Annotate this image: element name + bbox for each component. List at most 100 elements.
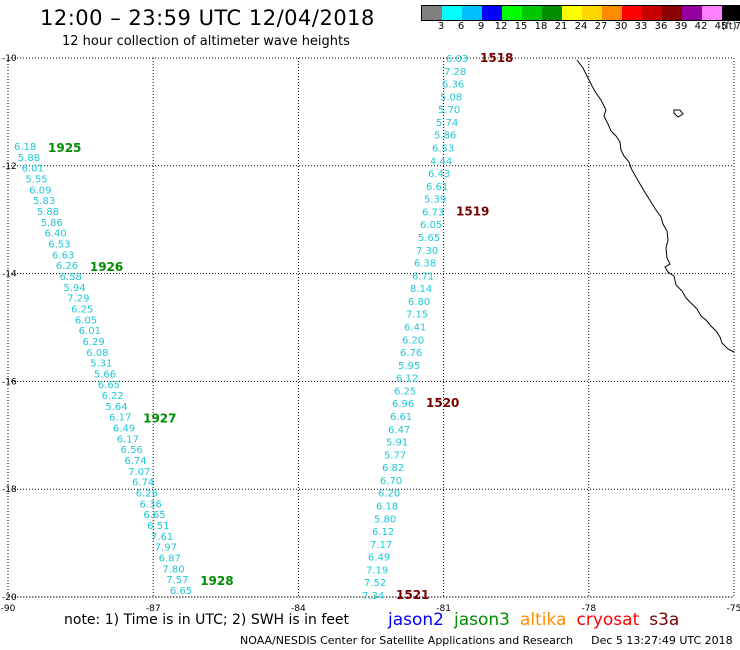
time-label: 1925 bbox=[48, 141, 81, 155]
swh-value: 6.38 bbox=[414, 259, 436, 270]
legend-swatch bbox=[522, 6, 542, 20]
swh-value: 6.18 bbox=[376, 502, 398, 513]
legend-swatch bbox=[622, 6, 642, 20]
swh-value: 4.44 bbox=[430, 156, 452, 167]
swh-value: 5.65 bbox=[418, 233, 440, 244]
legend-label: 45 bbox=[714, 21, 728, 32]
legend-swatch bbox=[502, 6, 522, 20]
lon-tick-label: -90 bbox=[1, 604, 16, 614]
swh-value: 7.80 bbox=[162, 564, 184, 575]
lon-tick-label: -81 bbox=[436, 604, 451, 614]
swh-value: 6.71 bbox=[412, 271, 434, 282]
swh-value: 6.29 bbox=[82, 337, 104, 348]
swh-value: 6.12 bbox=[396, 374, 418, 385]
swh-value: 6.22 bbox=[102, 391, 124, 402]
satellite-name: cryosat bbox=[576, 610, 640, 630]
legend-swatch bbox=[582, 6, 602, 20]
satellite-name: altika bbox=[520, 610, 567, 630]
swh-value: 5.64 bbox=[105, 402, 127, 413]
island bbox=[673, 109, 684, 118]
legend-label: 33 bbox=[634, 21, 648, 32]
swh-value: 6.05 bbox=[420, 220, 442, 231]
swh-value: 7.19 bbox=[366, 565, 388, 576]
swh-value: 7.07 bbox=[128, 467, 150, 478]
swh-value: 6.53 bbox=[48, 239, 70, 250]
swh-value: 6.05 bbox=[75, 315, 97, 326]
swh-value: 5.77 bbox=[384, 450, 406, 461]
swh-value: 6.65 bbox=[98, 380, 120, 391]
legend-label: 30 bbox=[614, 21, 628, 32]
legend-label: 9 bbox=[477, 21, 485, 32]
footer-note: note: 1) Time is in UTC; 2) SWH is in fe… bbox=[64, 612, 350, 628]
swh-value: 6.49 bbox=[368, 553, 390, 564]
swh-value: 6.73 bbox=[422, 207, 444, 218]
color-scale-labels: 36912151821242730333639424570(ft) bbox=[421, 21, 740, 33]
swh-value: 6.80 bbox=[408, 297, 430, 308]
swh-value: 5.55 bbox=[25, 174, 47, 185]
time-label: 1521 bbox=[396, 588, 429, 602]
swh-value: 6.65 bbox=[170, 586, 192, 597]
legend-label: 3 bbox=[437, 21, 445, 32]
swh-value: 6.12 bbox=[372, 527, 394, 538]
swh-value: 6.96 bbox=[392, 399, 414, 410]
legend-label: 21 bbox=[554, 21, 568, 32]
swh-value: 6.01 bbox=[22, 164, 44, 175]
time-label: 1926 bbox=[90, 260, 123, 274]
swh-value: 6.61 bbox=[390, 412, 412, 423]
satellite-name: jason3 bbox=[454, 610, 510, 630]
swh-value: 6.56 bbox=[121, 445, 143, 456]
legend-label: 39 bbox=[674, 21, 688, 32]
swh-value: 6.61 bbox=[426, 182, 448, 193]
swh-value: 7.52 bbox=[364, 578, 386, 589]
swh-value: 7.15 bbox=[406, 310, 428, 321]
swh-value: 6.70 bbox=[380, 476, 402, 487]
credit-text: NOAA/NESDIS Center for Satellite Applica… bbox=[240, 634, 574, 647]
legend-swatch bbox=[642, 6, 662, 20]
swh-value: 6.09 bbox=[29, 185, 51, 196]
swh-value: 6.49 bbox=[113, 424, 135, 435]
swh-value: 6.26 bbox=[56, 261, 78, 272]
legend-swatch bbox=[462, 6, 482, 20]
legend-swatch bbox=[602, 6, 622, 20]
swh-value: 6.17 bbox=[117, 434, 139, 445]
legend-swatch bbox=[682, 6, 702, 20]
page-title: 12:00 – 23:59 UTC 12/04/2018 bbox=[40, 6, 375, 30]
swh-value: 6.43 bbox=[428, 169, 450, 180]
swh-value: 7.97 bbox=[155, 543, 177, 554]
axis-ticks: -90 -87 -84 -81 -78 -75 -10 -12 -14 -16 -18 -20 bbox=[1, 54, 740, 614]
color-scale-legend bbox=[421, 5, 740, 21]
lon-tick-label: -87 bbox=[146, 604, 161, 614]
swh-value: 5.80 bbox=[374, 514, 396, 525]
swh-value: 7.61 bbox=[151, 532, 173, 543]
swh-value: 6.26 bbox=[136, 489, 158, 500]
swh-value: 5.88 bbox=[37, 207, 59, 218]
swh-value: 6.36 bbox=[140, 499, 162, 510]
swh-value: 6.20 bbox=[378, 489, 400, 500]
lon-tick-label: -75 bbox=[727, 604, 740, 614]
satellite-name: jason2 bbox=[388, 610, 444, 630]
swh-value: 6.18 bbox=[14, 142, 36, 153]
legend-swatch bbox=[422, 6, 442, 20]
swh-value: 6.41 bbox=[404, 323, 426, 334]
time-label: 1927 bbox=[143, 412, 176, 426]
page-subtitle: 12 hour collection of altimeter wave hei… bbox=[62, 34, 350, 49]
legend-swatch bbox=[662, 6, 682, 20]
satellite-key: jason2 jason3 altika cryosat s3a bbox=[388, 610, 689, 630]
lon-tick-label: -84 bbox=[291, 604, 306, 614]
legend-label: 36 bbox=[654, 21, 668, 32]
swh-value: 6.65 bbox=[143, 510, 165, 521]
swh-value: 5.08 bbox=[440, 92, 462, 103]
coastline bbox=[576, 59, 735, 353]
legend-label: 42 bbox=[694, 21, 708, 32]
swh-value: 5.70 bbox=[438, 105, 460, 116]
swh-value: 6.82 bbox=[382, 463, 404, 474]
swh-value: 6.53 bbox=[432, 144, 454, 155]
legend-label: 18 bbox=[534, 21, 548, 32]
legend-swatch bbox=[702, 6, 722, 20]
legend-label: 12 bbox=[494, 21, 508, 32]
swh-value: 6.74 bbox=[132, 478, 154, 489]
satellite-name: s3a bbox=[649, 610, 680, 630]
swh-value: 7.57 bbox=[166, 575, 188, 586]
generated-timestamp: Dec 5 13:27:49 UTC 2018 bbox=[591, 634, 733, 647]
